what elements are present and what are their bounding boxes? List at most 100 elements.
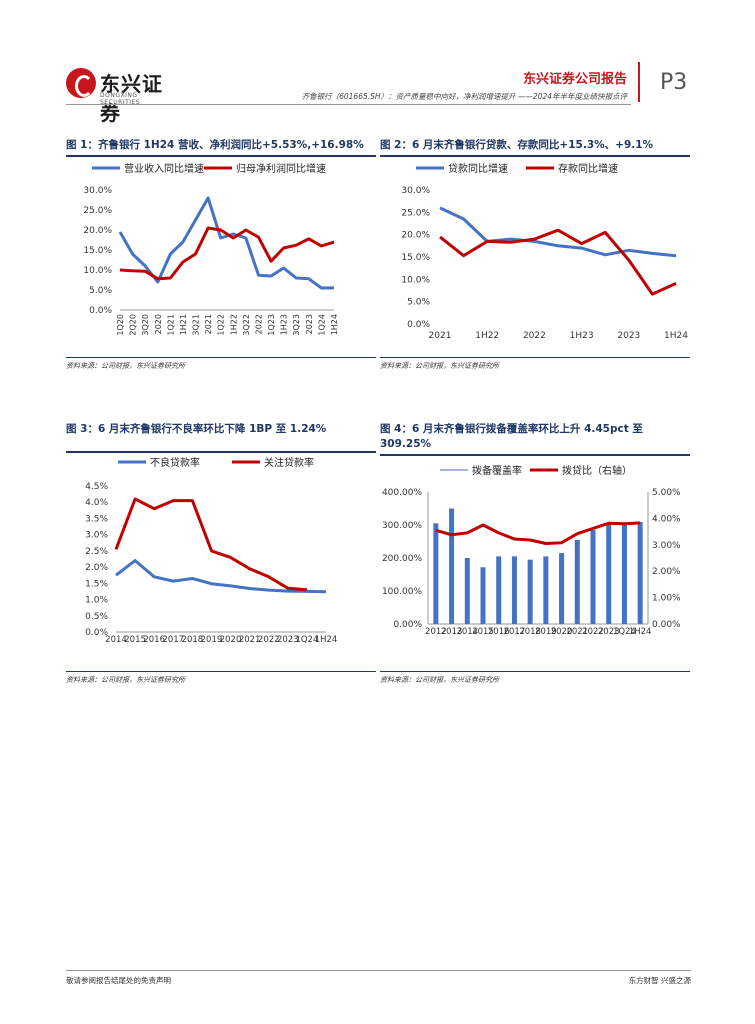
y-tick-label: 3.0% — [85, 531, 108, 541]
figure-1-title: 图 1：齐鲁银行 1H24 营收、净利润同比+5.53%,+16.98% — [66, 139, 364, 151]
y2-tick-label: 5.00% — [652, 488, 681, 498]
y-tick-label: 1.0% — [85, 596, 108, 606]
bar — [590, 529, 596, 624]
y-tick-label: 0.0% — [89, 306, 112, 316]
figure-3-source: 资料来源：公司财报，东兴证券研究所 — [66, 676, 185, 684]
legend-label: 拨备覆盖率 — [472, 464, 522, 477]
x-tick-label: 3Q20 — [141, 314, 150, 336]
bar — [543, 556, 549, 624]
y2-tick-label: 4.00% — [652, 514, 681, 524]
bar — [449, 508, 455, 624]
x-tick-label: 2012 — [425, 627, 447, 637]
bar — [574, 539, 580, 624]
bar — [637, 521, 643, 624]
x-tick-label: 2021 — [566, 627, 588, 637]
x-tick-label: 2020 — [220, 635, 242, 645]
x-tick-label: 2016 — [143, 635, 165, 645]
y-tick-label: 30.0% — [401, 186, 430, 196]
x-tick-label: 2020 — [154, 314, 163, 334]
y-tick-label: 25.0% — [83, 206, 112, 216]
x-tick-label: 2021 — [239, 635, 261, 645]
series-line-1 — [118, 196, 335, 290]
y2-tick-label: 0.00% — [652, 620, 681, 630]
legend-label: 不良贷款率 — [150, 456, 200, 469]
x-tick-label: 2018 — [519, 627, 541, 637]
x-tick-label: 2023 — [277, 635, 299, 645]
x-tick-label: 3Q23 — [292, 314, 301, 336]
figure-1: 图 1：齐鲁银行 1H24 营收、净利润同比+5.53%,+16.98% 营业收… — [66, 138, 376, 378]
y-tick-label: 400.00% — [382, 488, 422, 498]
header-rule — [66, 104, 631, 105]
figure-4-source: 资料来源：公司财报，东兴证券研究所 — [380, 676, 499, 684]
chart-2: 贷款同比增速 存款同比增速 0.0% 5.0% 10.0% 15.0% 20.0% 25.0%… — [401, 162, 688, 341]
series-line-2 — [119, 226, 335, 281]
y-tick-label: 10.0% — [83, 266, 112, 276]
figure-2-bottom-rule — [380, 357, 690, 358]
page-number: P3 — [660, 70, 688, 95]
figure-1-rule — [66, 155, 376, 157]
x-tick-label: 2018 — [182, 635, 204, 645]
x-tick-label: 2013 — [441, 627, 463, 637]
page-header: 东兴证券 DONGXING SECURITIES 东兴证券公司报告 齐鲁银行（6… — [0, 0, 755, 125]
figure-2: 图 2：6 月末齐鲁银行贷款、存款同比+15.3%、+9.1% 贷款同比增速 存款… — [380, 138, 690, 378]
y-tick-label: 0.5% — [85, 612, 108, 622]
x-tick-label: 2016 — [488, 627, 510, 637]
footer-disclaimer: 敬请参阅报告结尾处的免责声明 — [66, 976, 171, 985]
x-tick-label: 1Q23 — [267, 314, 276, 336]
bar — [559, 553, 565, 624]
x-tick-label: 1H23 — [280, 314, 289, 335]
x-tick-label: 2014 — [456, 627, 478, 637]
chart-4: 拨备覆盖率 拨贷比（右轴） 0.00% 100.00% 200.00% 300.00% 40… — [382, 464, 681, 637]
footer-slogan: 东方财智 兴盛之源 — [628, 976, 691, 985]
y-tick-label: 5.0% — [89, 286, 112, 296]
x-tick-label: 2Q20 — [129, 314, 138, 336]
y-tick-label: 25.0% — [401, 208, 430, 218]
bar — [433, 523, 439, 624]
figure-3-title: 图 3：6 月末齐鲁银行不良率环比下降 1BP 至 1.24% — [66, 423, 327, 435]
x-tick-label: 2021 — [429, 331, 452, 341]
x-tick-label: 1Q24 — [295, 635, 318, 645]
x-tick-label: 2023 — [305, 314, 314, 334]
x-tick-label: 1Q22 — [217, 314, 226, 336]
figure-2-title: 图 2：6 月末齐鲁银行贷款、存款同比+15.3%、+9.1% — [380, 139, 654, 151]
y-tick-label: 20.0% — [401, 231, 430, 241]
figure-3-rule — [66, 451, 376, 453]
figure-3-bottom-rule — [66, 671, 376, 672]
bar — [606, 523, 612, 624]
x-tick-label: 2019 — [201, 635, 223, 645]
figure-3: 图 3：6 月末齐鲁银行不良率环比下降 1BP 至 1.24% 不良贷款率 关注贷… — [66, 422, 376, 692]
y-tick-label: 10.0% — [401, 275, 430, 285]
bar — [621, 523, 627, 624]
x-tick-label: 2022 — [523, 331, 546, 341]
x-tick-label: 1Q24 — [317, 314, 326, 336]
y-tick-label: 15.0% — [83, 246, 112, 256]
legend-label: 归母净利润同比增速 — [236, 162, 326, 175]
x-tick-label: 2017 — [504, 627, 526, 637]
x-tick-label: 2022 — [258, 635, 280, 645]
y2-tick-label: 2.00% — [652, 567, 681, 577]
y-tick-label: 30.0% — [83, 186, 112, 196]
y-tick-label: 2.0% — [85, 563, 108, 573]
x-tick-label: 2015 — [472, 627, 494, 637]
x-tick-label: 1Q24 — [613, 627, 636, 637]
y-tick-label: 4.5% — [85, 482, 108, 492]
figure-2-source: 资料来源：公司财报，东兴证券研究所 — [380, 362, 499, 370]
x-tick-label: 3Q22 — [242, 314, 251, 336]
y-tick-label: 5.0% — [407, 298, 430, 308]
chart-3: 不良贷款率 关注贷款率 0.0% 0.5% 1.0% 1.5% 2.0% 2.5% 3.0% 3.… — [85, 456, 338, 645]
y-tick-label: 2.5% — [85, 547, 108, 557]
y2-tick-label: 1.00% — [652, 594, 681, 604]
chart-1: 营业收入同比增速 归母净利润同比增速 0.0% 5.0% 10.0% 15.0% 20.0%… — [83, 162, 339, 336]
y-tick-label: 15.0% — [401, 253, 430, 263]
figure-1-bottom-rule — [66, 357, 376, 358]
y-tick-label: 1.5% — [85, 579, 108, 589]
report-type: 东兴证券公司报告 — [522, 72, 627, 87]
x-tick-label: 2021 — [204, 314, 213, 334]
x-tick-label: 1H24 — [629, 627, 652, 637]
x-tick-label: 1H24 — [315, 635, 338, 645]
x-tick-label: 2020 — [551, 627, 573, 637]
brand-name: 东兴证券 — [100, 72, 163, 125]
bar — [527, 559, 533, 624]
legend-label: 营业收入同比增速 — [124, 162, 204, 175]
y-tick-label: 0.0% — [85, 628, 108, 638]
